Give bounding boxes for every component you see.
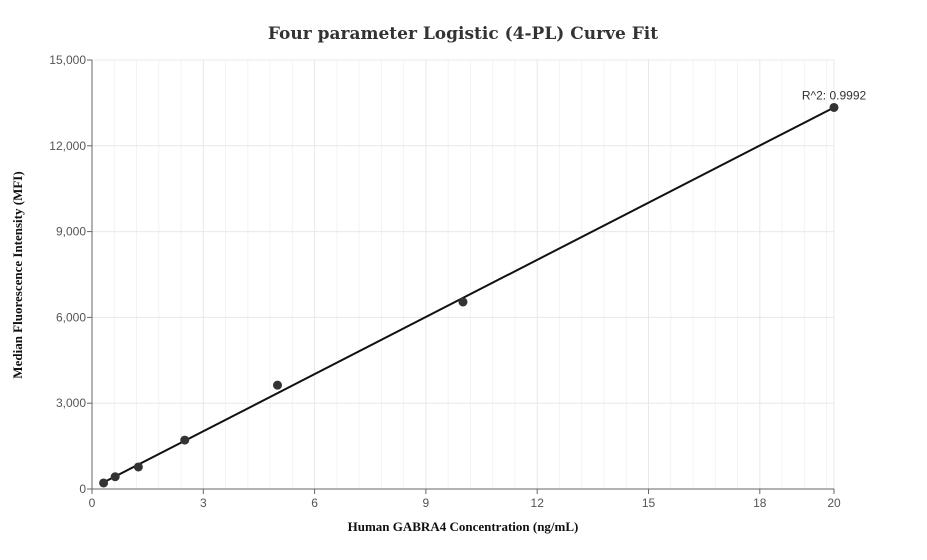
- data-point: [273, 380, 282, 390]
- x-tick-label: 3: [200, 496, 207, 510]
- x-tick-label: 6: [311, 496, 318, 510]
- data-point: [180, 435, 190, 445]
- y-tick-label: 9,000: [56, 225, 86, 239]
- data-points: [99, 102, 839, 488]
- y-tick-label: 0: [79, 482, 86, 496]
- x-tick-labels: 0 3 6 9 12 15 18 20: [89, 496, 841, 510]
- axes: [87, 59, 835, 494]
- x-tick-label: 12: [531, 496, 545, 510]
- data-point: [829, 102, 839, 112]
- x-tick-label: 20: [827, 496, 841, 510]
- y-tick-label: 6,000: [56, 310, 86, 324]
- x-tick-label: 9: [423, 496, 430, 510]
- y-tick-labels: 0 3,000 6,000 9,000 12,000 15,000: [49, 53, 86, 496]
- r-squared-annotation: R^2: 0.9992: [802, 88, 867, 102]
- y-tick-label: 3,000: [56, 396, 86, 410]
- x-tick-label: 18: [753, 496, 767, 510]
- grid-lines: [92, 59, 835, 489]
- data-point: [110, 472, 120, 482]
- data-point: [133, 462, 143, 472]
- y-tick-label: 12,000: [49, 139, 86, 153]
- fit-line: [103, 106, 835, 484]
- x-tick-label: 0: [89, 496, 96, 510]
- x-axis-title: Human GABRA4 Concentration (ng/mL): [348, 519, 579, 534]
- data-point: [99, 478, 109, 488]
- data-point: [458, 297, 468, 307]
- y-axis-title: Median Fluorescence Intensity (MFI): [10, 171, 25, 378]
- x-tick-label: 15: [642, 496, 656, 510]
- fit-line-group: [103, 106, 835, 484]
- chart-title: Four parameter Logistic (4-PL) Curve Fit: [268, 24, 658, 44]
- y-tick-label: 15,000: [49, 53, 86, 67]
